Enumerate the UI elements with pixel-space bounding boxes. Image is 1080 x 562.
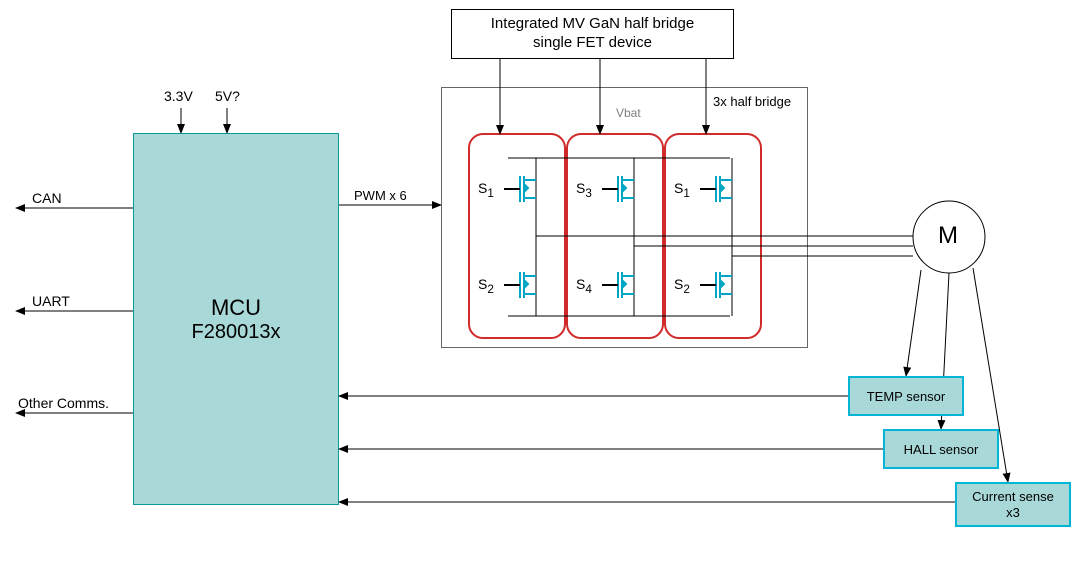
- pwm-label: PWM x 6: [354, 188, 407, 203]
- temp-sensor-block: TEMP sensor: [848, 376, 964, 416]
- mcu-block: MCU F280013x: [133, 133, 339, 505]
- comm-can: CAN: [32, 190, 62, 206]
- gan-line2: single FET device: [491, 34, 694, 53]
- bridge-area: [441, 87, 808, 348]
- motor-label: M: [938, 222, 958, 250]
- current-sense-line2: x3: [972, 505, 1054, 521]
- vbat-label: Vbat: [616, 106, 641, 120]
- hall-sensor-label: HALL sensor: [904, 442, 979, 457]
- s-label-2t: S3: [576, 180, 592, 200]
- comm-uart: UART: [32, 293, 70, 309]
- s-label-3b: S2: [674, 276, 690, 296]
- gan-label-box: Integrated MV GaN half bridge single FET…: [451, 9, 734, 59]
- gan-label-text: Integrated MV GaN half bridge single FET…: [491, 15, 694, 53]
- gan-line1: Integrated MV GaN half bridge: [491, 15, 694, 34]
- mcu-text: MCU F280013x: [192, 295, 281, 344]
- v5-label: 5V?: [215, 88, 240, 104]
- s-label-1b: S2: [478, 276, 494, 296]
- current-sense-line1: Current sense: [972, 489, 1054, 505]
- diagram-stage: MCU F280013x Integrated MV GaN half brid…: [0, 0, 1080, 562]
- mcu-line2: F280013x: [192, 321, 281, 344]
- current-sense-block: Current sense x3: [955, 482, 1071, 527]
- v33-label: 3.3V: [164, 88, 193, 104]
- hall-sensor-block: HALL sensor: [883, 429, 999, 469]
- s-label-1t: S1: [478, 180, 494, 200]
- bridge-area-label: 3x half bridge: [713, 94, 791, 109]
- comm-other: Other Comms.: [18, 395, 109, 411]
- current-sense-text: Current sense x3: [972, 489, 1054, 520]
- temp-sensor-label: TEMP sensor: [867, 389, 946, 404]
- mcu-line1: MCU: [192, 295, 281, 321]
- s-label-2b: S4: [576, 276, 592, 296]
- s-label-3t: S1: [674, 180, 690, 200]
